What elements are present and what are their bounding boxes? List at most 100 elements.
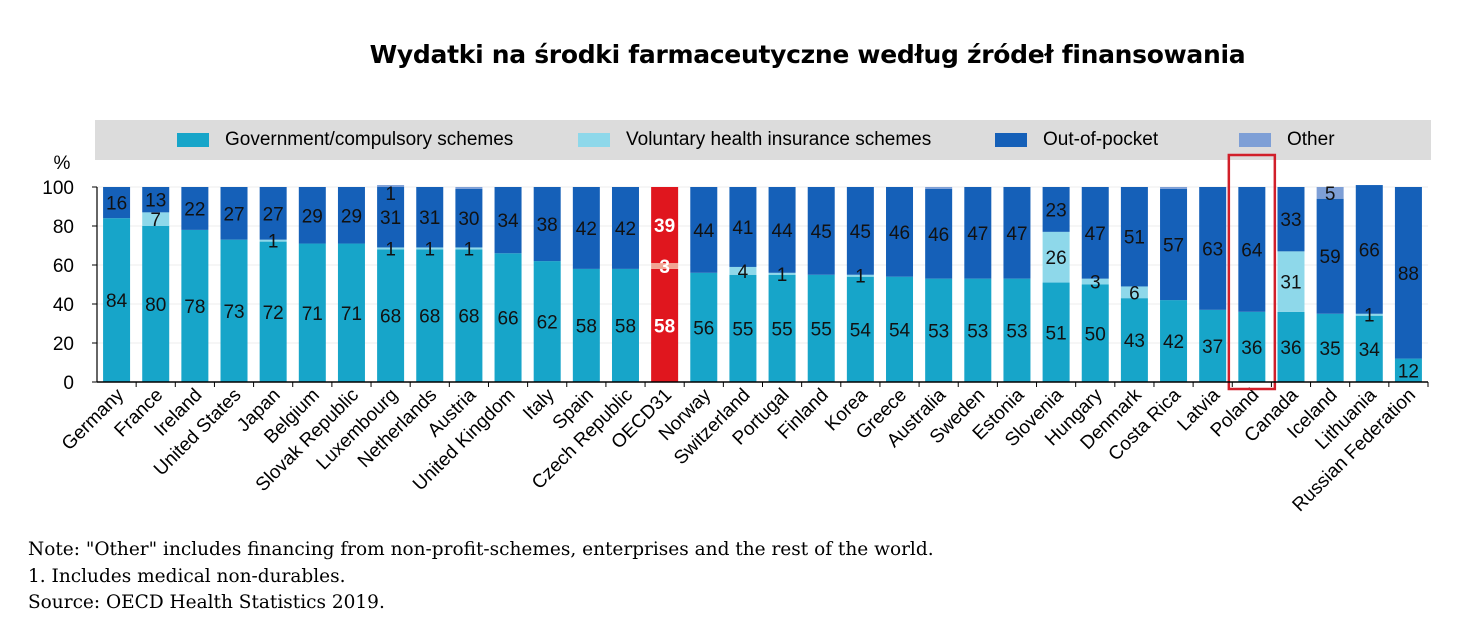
data-label-costa-rica-government-compulsory-schemes: 42 [1163, 332, 1184, 353]
legend-label-out-of-pocket: Out-of-pocket [1043, 129, 1159, 150]
data-label-estonia-out-of-pocket: 47 [1006, 224, 1027, 245]
bar-portugal-voluntary-health-insurance-schemes [768, 272, 796, 275]
bar-hungary-out-of-pocket [1081, 187, 1109, 279]
data-label-lithuania-government-compulsory-schemes: 34 [1359, 340, 1381, 361]
bar-iceland-out-of-pocket [1316, 198, 1344, 314]
legend-label-other: Other [1287, 129, 1335, 150]
y-tick-label-60: 60 [53, 256, 74, 277]
legend-item-out-of-pocket: Out-of-pocket [995, 120, 1158, 160]
legend: Government/compulsory schemes Voluntary … [95, 120, 1431, 160]
bar-latvia-out-of-pocket [1199, 187, 1227, 310]
data-label-australia-government-compulsory-schemes: 53 [928, 321, 949, 342]
data-label-slovenia-out-of-pocket: 23 [1046, 200, 1067, 221]
bar-austria-out-of-pocket [455, 188, 483, 248]
data-label-netherlands-government-compulsory-schemes: 68 [419, 307, 440, 328]
data-label-costa-rica-out-of-pocket: 57 [1163, 236, 1184, 257]
data-label-belgium-out-of-pocket: 29 [302, 206, 323, 227]
bar-united-states-out-of-pocket [220, 187, 248, 240]
data-label-luxembourg-government-compulsory-schemes: 68 [380, 307, 401, 328]
bar-slovenia-voluntary-health-insurance-schemes [1042, 231, 1070, 283]
data-label-russian-federation-government-compulsory-schemes: 12 [1398, 361, 1419, 382]
data-label-lithuania-voluntary-health-insurance-schemes: 1 [1364, 306, 1375, 327]
bar-estonia-government-compulsory-schemes [1003, 278, 1031, 382]
data-label-hungary-voluntary-health-insurance-schemes: 3 [1090, 273, 1101, 294]
bar-czech-republic-out-of-pocket [611, 187, 639, 269]
bar-netherlands-voluntary-health-insurance-schemes [416, 247, 444, 250]
bar-luxembourg-other [377, 185, 405, 187]
data-label-sweden-out-of-pocket: 47 [967, 224, 988, 245]
data-label-slovenia-government-compulsory-schemes: 51 [1046, 323, 1067, 344]
bar-france-voluntary-health-insurance-schemes [142, 212, 170, 226]
bar-switzerland-out-of-pocket [729, 187, 757, 267]
data-label-france-government-compulsory-schemes: 80 [145, 295, 166, 316]
data-label-austria-government-compulsory-schemes: 68 [458, 307, 479, 328]
data-label-hungary-government-compulsory-schemes: 50 [1085, 324, 1106, 345]
bar-austria-voluntary-health-insurance-schemes [455, 247, 483, 250]
data-label-czech-republic-out-of-pocket: 42 [615, 219, 636, 240]
bar-australia-out-of-pocket [925, 188, 953, 279]
data-label-korea-out-of-pocket: 45 [850, 222, 871, 243]
data-label-canada-out-of-pocket: 33 [1280, 210, 1301, 231]
y-tick-label-40: 40 [53, 295, 74, 316]
legend-swatch-government [177, 133, 209, 147]
data-label-switzerland-voluntary-health-insurance-schemes: 4 [738, 262, 749, 283]
legend-label-government: Government/compulsory schemes [225, 129, 514, 150]
data-label-luxembourg-voluntary-health-insurance-schemes: 1 [385, 239, 396, 260]
bar-oecd31-government-compulsory-schemes [651, 268, 679, 382]
bar-poland-government-compulsory-schemes [1238, 311, 1266, 382]
bar-slovak-republic-government-compulsory-schemes [337, 243, 365, 382]
data-label-slovak-republic-government-compulsory-schemes: 71 [341, 304, 362, 325]
data-label-czech-republic-government-compulsory-schemes: 58 [615, 316, 636, 337]
chart-title: Wydatki na środki farmaceutyczne według … [369, 40, 1246, 69]
data-label-denmark-government-compulsory-schemes: 43 [1124, 331, 1145, 352]
data-label-hungary-out-of-pocket: 47 [1085, 224, 1106, 245]
data-label-luxembourg-out-of-pocket: 31 [380, 208, 401, 229]
data-label-iceland-out-of-pocket: 59 [1320, 247, 1341, 268]
data-label-germany-out-of-pocket: 16 [106, 194, 127, 215]
data-label-switzerland-government-compulsory-schemes: 55 [732, 319, 753, 340]
data-label-united-states-government-compulsory-schemes: 73 [223, 302, 244, 323]
data-label-united-states-out-of-pocket: 27 [223, 204, 244, 225]
bar-denmark-out-of-pocket [1120, 187, 1148, 287]
data-label-oecd31-voluntary-health-insurance-schemes: 3 [659, 257, 670, 278]
data-label-luxembourg-other: 1 [385, 184, 396, 205]
bar-hungary-voluntary-health-insurance-schemes [1081, 278, 1109, 285]
data-label-spain-out-of-pocket: 42 [576, 219, 597, 240]
bar-luxembourg-government-compulsory-schemes [377, 249, 405, 382]
bar-greece-out-of-pocket [886, 187, 914, 277]
bar-lithuania-out-of-pocket [1355, 185, 1383, 314]
bar-iceland-government-compulsory-schemes [1316, 313, 1344, 382]
data-label-austria-voluntary-health-insurance-schemes: 1 [464, 239, 475, 260]
bar-australia-other [925, 187, 953, 189]
data-label-italy-out-of-pocket: 38 [537, 215, 558, 236]
data-label-poland-out-of-pocket: 64 [1241, 240, 1263, 261]
bar-italy-out-of-pocket [533, 187, 561, 262]
data-label-korea-voluntary-health-insurance-schemes: 1 [855, 267, 866, 288]
data-label-germany-government-compulsory-schemes: 84 [106, 291, 128, 312]
bar-sweden-out-of-pocket [964, 187, 992, 279]
data-label-oecd31-government-compulsory-schemes: 58 [654, 316, 675, 337]
bar-belgium-government-compulsory-schemes [298, 243, 326, 382]
bar-latvia-government-compulsory-schemes [1199, 309, 1227, 382]
data-label-norway-out-of-pocket: 44 [693, 221, 715, 242]
data-label-japan-government-compulsory-schemes: 72 [263, 303, 284, 324]
legend-label-voluntary: Voluntary health insurance schemes [626, 129, 932, 150]
bar-netherlands-government-compulsory-schemes [416, 249, 444, 382]
bar-sweden-government-compulsory-schemes [964, 278, 992, 382]
bar-costa-rica-other [1160, 187, 1188, 189]
data-label-japan-voluntary-health-insurance-schemes: 1 [268, 232, 279, 253]
stacked-bar-chart: 020406080100%8416Germany80713France7822I… [42, 153, 1429, 516]
note-footnote: 1. Includes medical non-durables. [28, 565, 346, 587]
data-label-finland-government-compulsory-schemes: 55 [811, 319, 832, 340]
data-label-greece-government-compulsory-schemes: 54 [889, 320, 911, 341]
bar-denmark-voluntary-health-insurance-schemes [1120, 286, 1148, 299]
y-tick-label-0: 0 [63, 373, 74, 394]
bar-estonia-out-of-pocket [1003, 187, 1031, 279]
bar-greece-government-compulsory-schemes [886, 276, 914, 382]
bar-korea-voluntary-health-insurance-schemes [846, 274, 874, 277]
data-label-iceland-other: 5 [1325, 184, 1336, 205]
bar-ireland-government-compulsory-schemes [181, 229, 209, 382]
bar-austria-other [455, 187, 483, 189]
bar-slovak-republic-out-of-pocket [337, 187, 365, 244]
data-label-poland-government-compulsory-schemes: 36 [1241, 338, 1262, 359]
